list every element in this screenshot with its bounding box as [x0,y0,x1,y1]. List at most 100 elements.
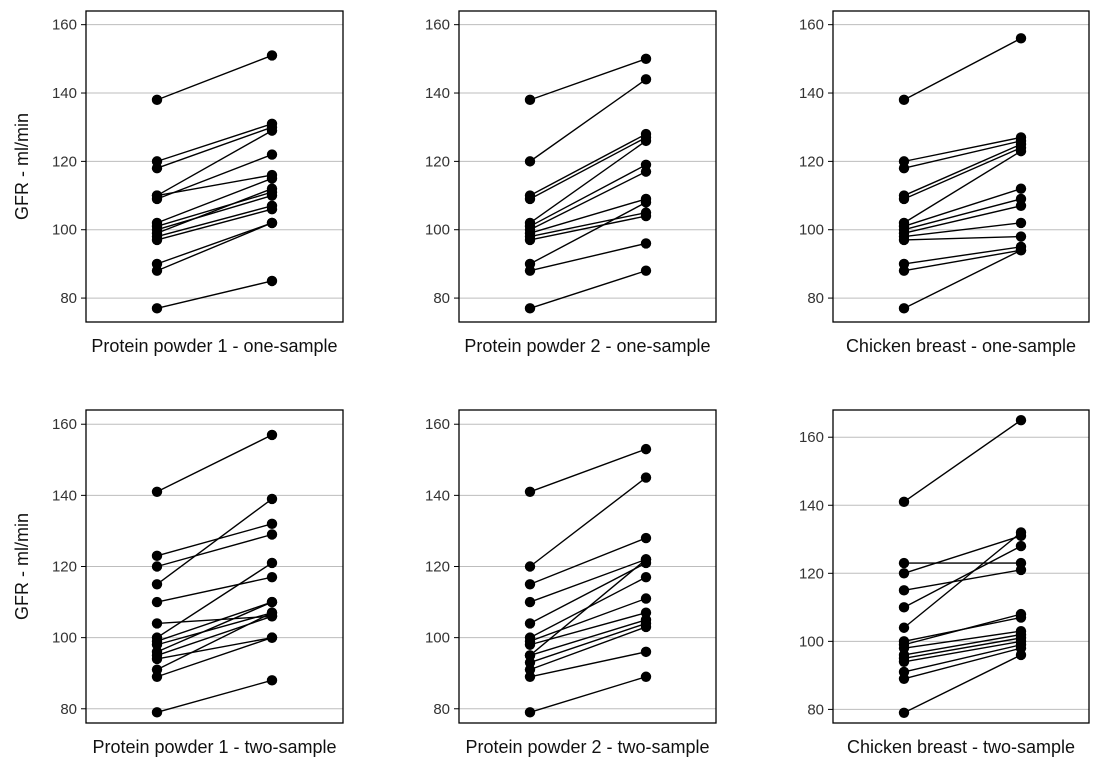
point-before-14 [151,265,163,276]
y-tick-label: 140 [52,487,77,504]
y-tick-label: 80 [60,290,77,307]
point-after-1 [266,429,278,441]
x-axis-label: Protein powder 2 - one-sample [464,336,710,356]
point-before-3 [151,163,163,174]
point-before-1 [524,94,536,106]
pair-line-2 [903,136,1022,163]
y-axis-label: GFR - ml/min [12,113,32,220]
pair-line-8 [529,198,647,234]
pair-line-1 [903,37,1022,101]
plot-frame [458,10,717,323]
point-before-8 [524,639,536,650]
plot-frame [832,409,1090,724]
y-tick-label: 80 [807,290,824,307]
pair-line-3 [903,535,1022,574]
pair-line-3 [903,140,1022,169]
point-after-1 [266,50,278,61]
chart-panel-bottom-middle: 80 100 120 140 160 Protein powder 2 - two-sam… [425,409,717,757]
plot-frame [458,409,717,724]
point-before-4 [898,585,910,596]
pair-line-1 [529,448,647,493]
point-after-4 [1015,564,1027,576]
y-tick-label: 100 [799,222,824,239]
pair-line-9 [903,205,1022,234]
pair-line-4 [156,130,273,197]
point-after-15 [266,275,278,287]
y-tick-label: 160 [799,429,824,446]
point-after-7 [266,557,278,569]
pair-line-4 [529,558,647,603]
point-after-3 [640,532,652,544]
point-before-2 [524,561,536,572]
y-axis-label: GFR - ml/min [12,513,32,620]
y-tick-label: 80 [807,701,824,718]
pair-line-5 [529,140,647,224]
pair-line-11 [529,622,647,664]
point-before-1 [898,496,910,508]
point-before-15 [151,303,163,314]
point-after-8 [1015,608,1027,620]
point-after-7 [640,166,652,177]
pair-line-7 [156,562,273,639]
pair-line-5 [529,562,647,625]
point-before-12 [524,664,536,675]
x-axis-label: Protein powder 1 - two-sample [92,737,336,757]
pair-line-9 [529,558,647,656]
point-before-9 [151,639,163,650]
pair-line-12 [529,242,647,272]
point-before-6 [151,193,163,205]
point-after-5 [640,135,652,147]
y-tick-label: 160 [425,416,450,433]
y-tick-label: 160 [799,17,824,34]
point-after-6 [1015,145,1027,157]
pair-line-1 [156,434,273,493]
plot-frame [85,409,344,724]
x-axis-label: Protein powder 2 - two-sample [465,737,709,757]
y-tick-label: 100 [425,222,450,239]
chart-panel-bottom-right: 80 100 120 140 160 Chicken breast - two-sampl… [799,409,1090,757]
pair-line-9 [156,612,273,646]
point-after-14 [266,632,278,643]
point-before-3 [524,579,536,590]
point-after-1 [640,443,652,455]
pair-line-4 [903,143,1022,197]
point-before-11 [524,657,536,668]
point-before-12 [524,265,536,276]
point-after-15 [1015,649,1027,661]
y-tick-label: 160 [52,17,77,34]
pair-line-13 [156,222,273,265]
point-before-14 [151,671,163,682]
pair-line-5 [156,576,273,603]
y-tick-label: 160 [425,17,450,34]
point-before-13 [524,671,536,682]
point-after-4 [266,493,278,505]
point-before-3 [898,568,910,579]
point-after-6 [266,149,278,160]
pair-line-13 [529,651,647,678]
y-tick-label: 140 [425,487,450,504]
point-before-12 [898,656,910,667]
point-before-10 [524,650,536,661]
point-before-15 [898,707,910,718]
pair-line-10 [903,222,1022,238]
point-before-14 [898,303,910,314]
pair-line-13 [156,612,273,671]
pair-line-10 [529,619,647,657]
point-before-14 [524,707,536,718]
point-after-1 [1015,415,1027,426]
point-after-14 [640,671,652,682]
pair-line-10 [156,188,273,234]
chart-panel-bottom-left: 80 100 120 140 160 Protein powder 1 - two-sam… [12,409,344,757]
point-after-2 [640,74,652,85]
point-before-6 [151,618,163,629]
plot-frame [832,10,1090,323]
point-before-14 [898,673,910,684]
point-before-6 [898,622,910,633]
pair-line-15 [156,280,273,310]
point-before-10 [524,234,536,246]
pair-line-8 [156,601,273,642]
chart-panel-top-right: 80 100 120 140 160 Chicken breast - one-sampl… [799,10,1090,356]
pair-line-7 [903,188,1022,227]
point-before-1 [151,486,163,498]
